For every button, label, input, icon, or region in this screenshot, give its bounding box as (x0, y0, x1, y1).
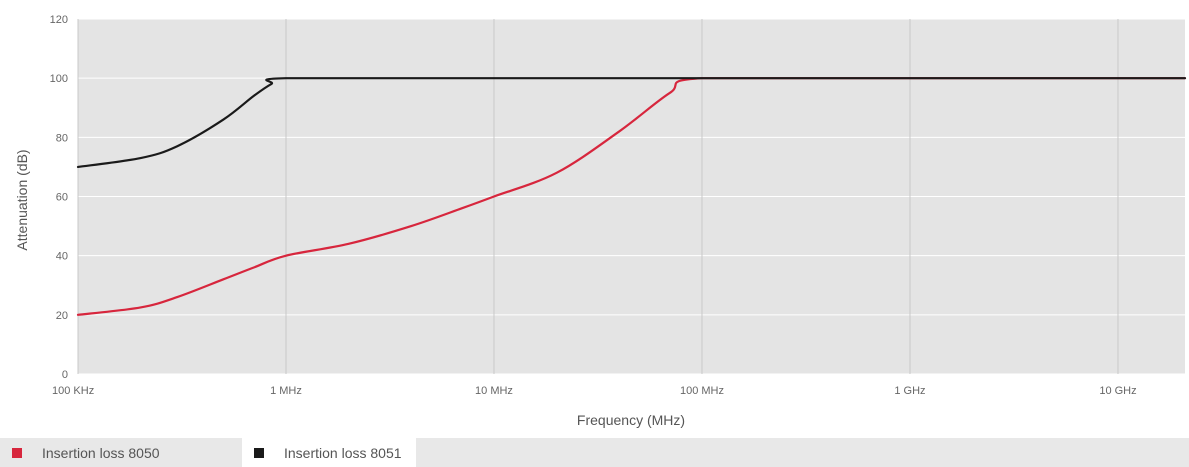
y-tick-label: 20 (56, 310, 68, 322)
legend: Insertion loss 8050 Insertion loss 8051 (0, 438, 1189, 467)
legend-item-8050[interactable]: Insertion loss 8050 (0, 438, 174, 467)
legend-item-8051[interactable]: Insertion loss 8051 (242, 438, 416, 467)
attenuation-chart: 0 20 40 60 80 100 120 100 KHz 1 MHz 10 MHz 100 MH… (14, 14, 1187, 428)
legend-swatch-8050 (12, 447, 22, 458)
series-lines (76, 77, 1187, 316)
y-tick-label: 100 (50, 73, 68, 85)
legend-swatch-8051 (254, 447, 264, 458)
y-tick-label: 40 (56, 251, 68, 263)
legend-label-8050: Insertion loss 8050 (42, 444, 160, 461)
x-tick-label: 100 MHz (680, 385, 724, 397)
series-line-8051 (76, 77, 1187, 169)
x-axis-ticks: 100 KHz 1 MHz 10 MHz 100 MHz 1 GHz 10 GHz (52, 385, 1137, 397)
legend-label-8051: Insertion loss 8051 (284, 444, 402, 461)
y-tick-label: 0 (62, 369, 68, 381)
x-tick-label: 1 GHz (894, 385, 925, 397)
x-tick-label: 1 MHz (270, 385, 302, 397)
y-tick-label: 120 (50, 14, 68, 26)
y-axis-title: Attenuation (dB) (14, 149, 30, 250)
y-axis-ticks: 0 20 40 60 80 100 120 (50, 14, 68, 381)
x-tick-label: 100 KHz (52, 385, 94, 397)
x-tick-label: 10 GHz (1099, 385, 1136, 397)
y-tick-label: 60 (56, 192, 68, 204)
x-tick-label: 10 MHz (475, 385, 513, 397)
y-tick-label: 80 (56, 132, 68, 144)
x-axis-title: Frequency (MHz) (577, 412, 685, 428)
